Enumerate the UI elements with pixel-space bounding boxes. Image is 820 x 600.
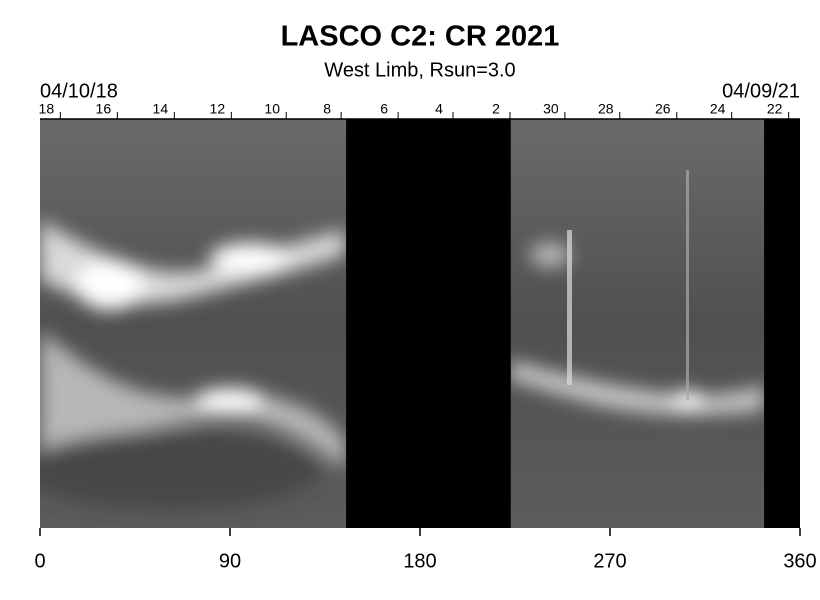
top-tick-label: 24 <box>710 101 726 117</box>
start-date: 04/10/18 <box>40 80 118 102</box>
x-tick-label: 360 <box>783 550 816 572</box>
map-features <box>40 220 764 510</box>
top-tick-label: 14 <box>153 101 169 117</box>
top-tick-label: 6 <box>380 101 388 117</box>
top-tick-label: 22 <box>767 101 783 117</box>
x-tick-label: 270 <box>593 550 626 572</box>
chart-title: LASCO C2: CR 2021 <box>281 21 560 53</box>
top-tick-label: 18 <box>39 101 55 117</box>
x-tick-label: 0 <box>34 550 45 572</box>
top-tick-label: 12 <box>210 101 226 117</box>
x-tick-label: 180 <box>403 550 436 572</box>
data-gap <box>764 119 800 528</box>
top-tick-label: 30 <box>543 101 559 117</box>
top-tick-label: 2 <box>492 101 500 117</box>
chart-subtitle: West Limb, Rsun=3.0 <box>324 59 515 81</box>
x-tick-label: 90 <box>219 550 241 572</box>
top-tick-label: 4 <box>435 101 443 117</box>
top-tick-label: 10 <box>264 101 280 117</box>
top-tick-label: 8 <box>323 101 331 117</box>
top-tick-label: 16 <box>96 101 112 117</box>
top-tick-label: 28 <box>598 101 614 117</box>
data-gap <box>346 119 511 528</box>
top-tick-label: 26 <box>655 101 671 117</box>
end-date: 04/09/21 <box>722 80 800 102</box>
